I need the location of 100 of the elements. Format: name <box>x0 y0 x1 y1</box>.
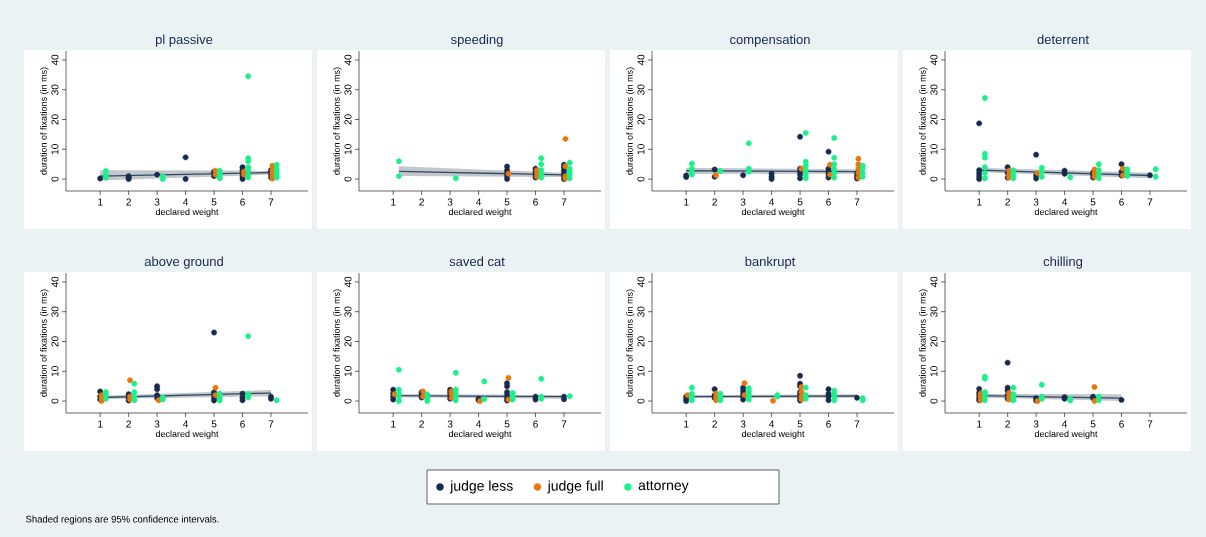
legend-label: attorney <box>638 481 689 493</box>
chart-title: compensation <box>730 34 810 47</box>
x-tick-label: 1 <box>391 198 396 206</box>
x-tick-label: 1 <box>98 198 103 206</box>
x-tick-label: 3 <box>447 198 453 206</box>
y-tick-label: 10 <box>637 366 645 377</box>
chart-title: saved cat <box>449 256 505 267</box>
x-tick-label: 4 <box>769 420 775 428</box>
y-tick-label: 10 <box>51 144 59 155</box>
x-axis-title: declared weight <box>1034 208 1098 217</box>
x-tick-label: 6 <box>533 420 538 428</box>
x-tick-label: 2 <box>712 198 717 206</box>
y-tick-label: 20 <box>344 336 352 347</box>
x-tick-label: 3 <box>154 198 160 206</box>
x-tick-label: 4 <box>1062 198 1068 206</box>
y-tick-label: 20 <box>930 114 938 125</box>
y-tick-label: 20 <box>344 114 352 125</box>
x-tick-label: 6 <box>240 198 245 206</box>
y-tick-label: 20 <box>637 114 645 125</box>
y-tick-label: 40 <box>637 54 645 66</box>
x-tick-label: 1 <box>977 198 982 206</box>
y-tick-label: 30 <box>344 84 352 95</box>
y-tick-label: 10 <box>344 144 352 155</box>
y-tick-label: 20 <box>930 336 938 347</box>
y-axis-title: duration of fixations (in ms) <box>626 67 635 175</box>
x-tick-label: 2 <box>419 198 424 206</box>
y-tick-label: 30 <box>637 84 645 95</box>
y-axis-title: duration of fixations (in ms) <box>919 289 928 397</box>
y-tick-label: 0 <box>51 176 59 182</box>
y-tick-label: 30 <box>51 306 59 317</box>
y-axis-title: duration of fixations (in ms) <box>333 289 342 397</box>
text: Shaded regions are 95% confidence intervals. <box>25 515 219 525</box>
x-tick-label: 7 <box>268 198 274 206</box>
y-tick-label: 10 <box>930 366 938 377</box>
y-tick-label: 40 <box>637 276 645 288</box>
x-axis-title: declared weight <box>741 208 805 217</box>
x-tick-label: 2 <box>126 420 131 428</box>
x-tick-label: 7 <box>854 420 860 428</box>
x-tick-label: 6 <box>826 198 831 206</box>
y-tick-label: 40 <box>51 54 59 66</box>
x-tick-label: 2 <box>419 420 424 428</box>
x-tick-label: 5 <box>211 198 217 206</box>
x-tick-label: 7 <box>1147 420 1153 428</box>
y-axis-title: duration of fixations (in ms) <box>333 67 342 175</box>
y-tick-label: 40 <box>344 276 352 288</box>
x-tick-label: 4 <box>1062 420 1068 428</box>
x-tick-label: 3 <box>1033 198 1039 206</box>
y-tick-label: 0 <box>344 398 352 404</box>
x-tick-label: 5 <box>797 420 803 428</box>
x-tick-label: 5 <box>1090 198 1096 206</box>
x-tick-label: 5 <box>797 198 803 206</box>
x-tick-label: 5 <box>211 420 217 428</box>
y-tick-label: 20 <box>51 114 59 125</box>
y-tick-label: 40 <box>930 276 938 288</box>
y-tick-label: 30 <box>344 306 352 317</box>
y-tick-label: 10 <box>344 366 352 377</box>
x-tick-label: 1 <box>684 198 689 206</box>
x-tick-label: 3 <box>1033 420 1039 428</box>
x-tick-label: 6 <box>1119 198 1124 206</box>
chart-title: pl passive <box>155 34 213 47</box>
x-tick-label: 4 <box>476 198 482 206</box>
x-tick-label: 4 <box>183 420 189 428</box>
x-tick-label: 3 <box>740 420 746 428</box>
x-axis-title: declared weight <box>155 208 219 217</box>
x-axis-title: declared weight <box>448 430 512 439</box>
y-axis-title: duration of fixations (in ms) <box>40 289 49 397</box>
x-tick-label: 2 <box>126 198 131 206</box>
x-tick-label: 7 <box>561 198 567 206</box>
x-tick-label: 4 <box>183 198 189 206</box>
y-tick-label: 10 <box>51 366 59 377</box>
y-tick-label: 0 <box>637 398 645 404</box>
x-tick-label: 4 <box>769 198 775 206</box>
y-tick-label: 40 <box>344 54 352 66</box>
y-axis-title: duration of fixations (in ms) <box>40 67 49 175</box>
x-axis-title: declared weight <box>1034 430 1098 439</box>
x-tick-label: 4 <box>476 420 482 428</box>
y-tick-label: 0 <box>51 398 59 404</box>
x-tick-label: 3 <box>154 420 160 428</box>
x-tick-label: 3 <box>447 420 453 428</box>
x-tick-label: 6 <box>240 420 245 428</box>
y-tick-label: 10 <box>637 144 645 155</box>
y-axis-title: duration of fixations (in ms) <box>626 289 635 397</box>
y-tick-label: 30 <box>930 306 938 317</box>
x-tick-label: 2 <box>1005 420 1010 428</box>
x-axis-title: declared weight <box>448 208 512 217</box>
y-tick-label: 0 <box>344 176 352 182</box>
y-tick-label: 20 <box>51 336 59 347</box>
x-tick-label: 7 <box>561 420 567 428</box>
x-tick-label: 1 <box>98 420 103 428</box>
y-tick-label: 30 <box>637 306 645 317</box>
chart-title: chilling <box>1043 256 1083 269</box>
chart-title: deterrent <box>1037 34 1089 45</box>
x-axis-title: declared weight <box>155 430 219 439</box>
x-tick-label: 1 <box>977 420 982 428</box>
x-tick-label: 2 <box>1005 198 1010 206</box>
x-tick-label: 7 <box>854 198 860 206</box>
y-tick-label: 30 <box>51 84 59 95</box>
x-tick-label: 5 <box>504 198 510 206</box>
x-tick-label: 6 <box>826 420 831 428</box>
y-tick-label: 40 <box>51 276 59 288</box>
